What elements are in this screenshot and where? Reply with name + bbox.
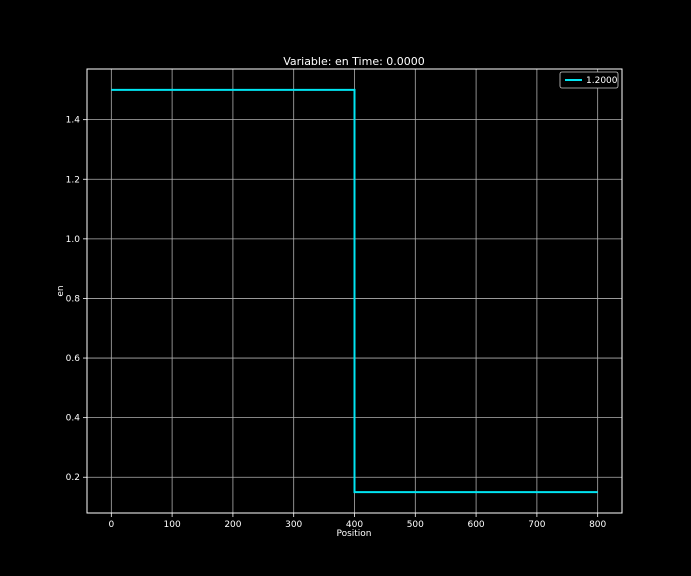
legend-box [559,71,619,89]
x-tick-label: 400 [346,520,363,530]
x-axis-ticks: 0 100 200 300 400 500 600 700 800 [108,513,607,530]
y-tick-label: 0.4 [66,414,81,424]
x-tick-label: 200 [224,520,241,530]
series-layer [111,88,598,494]
x-tick-label: 500 [407,520,424,530]
x-axis-label: Position [336,529,371,539]
x-tick-label: 600 [467,520,484,530]
x-tick-label: 0 [108,520,114,530]
y-tick-label: 0.2 [66,473,80,483]
y-tick-label: 0.8 [66,294,81,304]
y-tick-label: 1.0 [66,235,81,245]
y-tick-label: 1.2 [66,175,80,185]
y-tick-label: 1.4 [66,116,81,126]
x-tick-label: 300 [285,520,302,530]
y-axis-ticks: 0.2 0.4 0.6 0.8 1.0 1.2 1.4 [66,116,87,483]
x-tick-label: 700 [528,520,545,530]
series-line [111,88,598,494]
y-axis-label: en [56,285,66,296]
x-tick-label: 100 [164,520,181,530]
legend-label: 1.2000 [586,76,618,86]
x-tick-label: 800 [589,520,606,530]
chart-title: Variable: en Time: 0.0000 [283,55,425,68]
y-tick-label: 0.6 [66,354,81,364]
legend: 1.2000 [559,71,619,89]
